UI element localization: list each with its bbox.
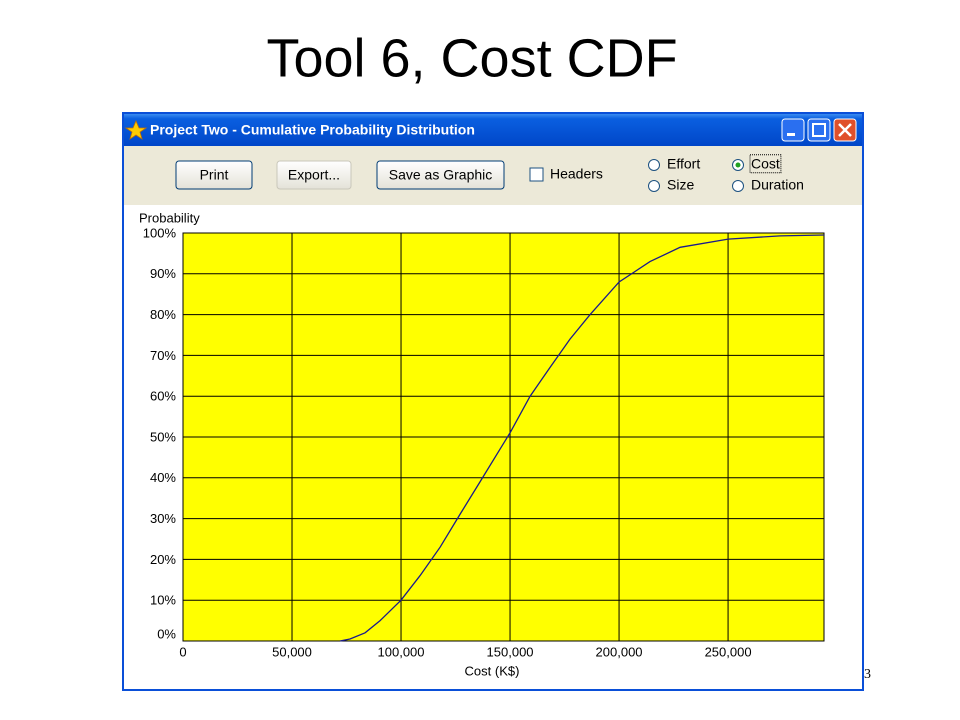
checkbox-box[interactable]	[529, 167, 544, 182]
x-tick-label: 150,000	[487, 644, 534, 659]
x-tick-label: 100,000	[378, 644, 425, 659]
y-tick-label: 90%	[150, 266, 176, 281]
minimize-button[interactable]	[781, 118, 805, 142]
y-tick-label: 0%	[157, 626, 176, 641]
button-label: Export...	[288, 167, 340, 183]
title-bar	[124, 114, 862, 146]
window-title: Project Two - Cumulative Probability Dis…	[150, 122, 475, 138]
button-label[interactable]: Print	[200, 167, 229, 183]
x-axis-label: Cost (K$)	[465, 663, 520, 678]
focus-rect[interactable]	[749, 154, 782, 174]
y-axis-label: Probability	[139, 210, 200, 225]
close-button[interactable]	[833, 118, 857, 142]
button-face	[276, 160, 352, 190]
button-face[interactable]	[175, 160, 253, 190]
cdf-line	[339, 234, 825, 642]
x-tick-label: 0	[179, 644, 186, 659]
toolbar-button: Export...	[276, 160, 352, 190]
radio-label[interactable]: Size	[667, 177, 694, 193]
y-tick-label: 60%	[150, 389, 176, 404]
radio-label[interactable]: Cost	[751, 156, 780, 172]
radio-circle[interactable]	[648, 159, 660, 171]
y-tick-label: 100%	[143, 225, 177, 240]
y-tick-label: 70%	[150, 348, 176, 363]
y-tick-label: 50%	[150, 429, 176, 444]
app-icon	[124, 119, 148, 140]
button-face[interactable]	[376, 160, 505, 190]
radio-circle[interactable]	[648, 180, 660, 192]
checkbox[interactable]: Headers	[529, 166, 603, 182]
x-tick-label: 250,000	[705, 644, 752, 659]
x-tick-label: 200,000	[596, 644, 643, 659]
x-tick-label: 50,000	[272, 644, 312, 659]
radio-option[interactable]: Cost	[732, 154, 782, 174]
radio-dot[interactable]	[735, 162, 741, 168]
radio-option[interactable]: Size	[648, 177, 695, 193]
button-label[interactable]: Save as Graphic	[389, 167, 493, 183]
toolbar-button[interactable]: Save as Graphic	[376, 160, 505, 190]
radio-circle[interactable]	[732, 180, 744, 192]
radio-option[interactable]: Effort	[648, 156, 701, 172]
y-tick-label: 20%	[150, 552, 176, 567]
toolbar-button[interactable]: Print	[175, 160, 253, 190]
radio-option[interactable]: Duration	[732, 177, 804, 193]
radio-label[interactable]: Effort	[667, 156, 700, 172]
radio-label[interactable]: Duration	[751, 177, 804, 193]
slide-title: Tool 6, Cost CDF	[266, 28, 677, 88]
y-tick-label: 10%	[150, 593, 176, 608]
checkbox-label[interactable]: Headers	[550, 166, 603, 182]
y-tick-label: 80%	[150, 307, 176, 322]
y-tick-label: 30%	[150, 511, 176, 526]
maximize-button[interactable]	[807, 118, 831, 142]
y-tick-label: 40%	[150, 470, 176, 485]
